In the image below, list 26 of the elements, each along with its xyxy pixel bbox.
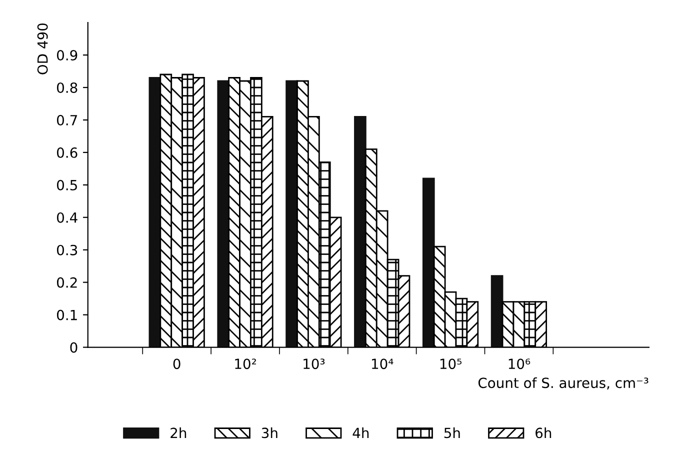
- y-tick-label: 0.3: [56, 244, 78, 256]
- y-tick-label: 0.2: [56, 277, 77, 288]
- y-tick-label: 0.6: [56, 147, 78, 158]
- x-tick-label: 10⁵: [440, 358, 462, 370]
- x-tick-label: 10²: [235, 358, 256, 370]
- x-tick-label: 0: [173, 358, 180, 370]
- y-axis-title: OD 490: [37, 23, 48, 74]
- y-tick-label: 0: [70, 342, 78, 353]
- y-tick-label: 0.1: [56, 310, 77, 320]
- legend-label: 2h: [170, 427, 186, 438]
- legend-label: 3h: [262, 427, 278, 438]
- legend-label: 4h: [352, 427, 369, 438]
- x-tick-label: 10⁴: [372, 358, 394, 370]
- y-tick-label: 0.9: [56, 50, 78, 60]
- y-tick-label: 0.4: [56, 212, 78, 223]
- y-tick-label: 0.7: [56, 114, 77, 126]
- bar: [490, 275, 504, 348]
- x-tick-label: 10³: [304, 358, 325, 370]
- bar: [422, 178, 435, 348]
- x-tick-label: 10⁶: [508, 358, 530, 370]
- legend-label: 6h: [536, 427, 552, 438]
- bar: [354, 116, 366, 348]
- y-tick-label: 0.8: [56, 82, 78, 93]
- y-tick-label: 0.5: [56, 180, 77, 190]
- legend-label: 5h: [444, 427, 460, 438]
- x-axis-title: Count of S. aureus, cm⁻³: [478, 377, 648, 390]
